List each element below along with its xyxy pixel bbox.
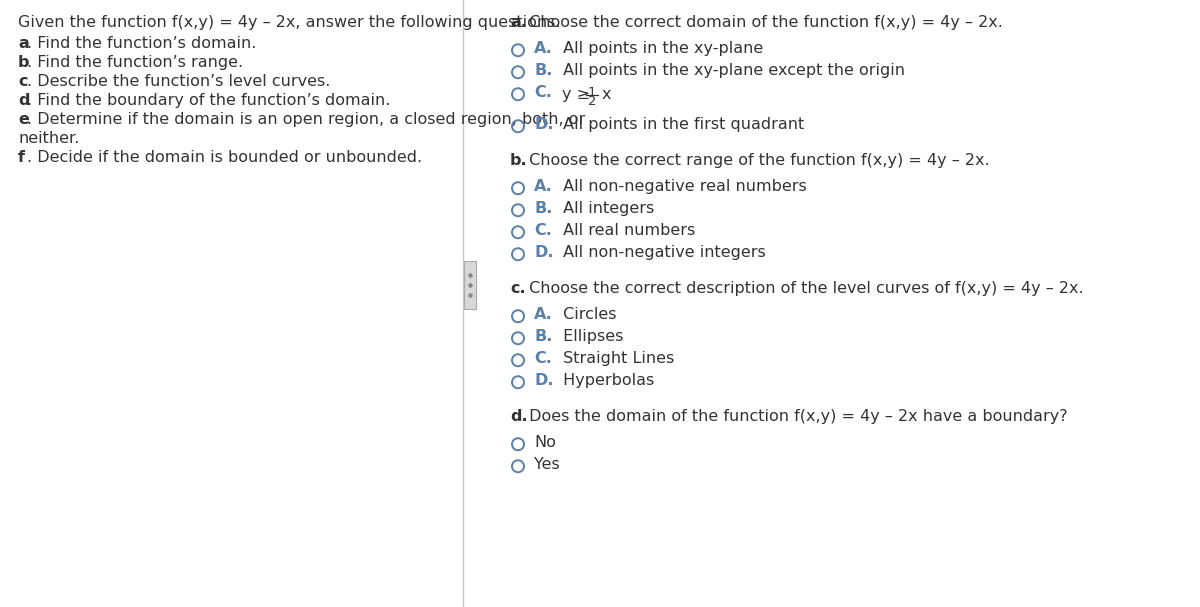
Text: D.: D. bbox=[534, 245, 553, 260]
Text: x: x bbox=[602, 87, 612, 102]
Text: . Describe the function’s level curves.: . Describe the function’s level curves. bbox=[28, 74, 330, 89]
Text: . Decide if the domain is bounded or unbounded.: . Decide if the domain is bounded or unb… bbox=[28, 150, 422, 165]
Text: a.: a. bbox=[510, 15, 527, 30]
Bar bbox=[464, 261, 476, 310]
Text: e: e bbox=[18, 112, 29, 127]
Text: B.: B. bbox=[534, 329, 552, 344]
Text: . Find the function’s domain.: . Find the function’s domain. bbox=[28, 36, 257, 51]
Text: All points in the xy-plane: All points in the xy-plane bbox=[558, 41, 763, 56]
Text: All integers: All integers bbox=[558, 201, 654, 216]
Text: neither.: neither. bbox=[18, 131, 79, 146]
Text: 1: 1 bbox=[588, 86, 596, 99]
Text: 2: 2 bbox=[588, 95, 596, 108]
Text: . Find the function’s range.: . Find the function’s range. bbox=[28, 55, 244, 70]
Text: A.: A. bbox=[534, 179, 553, 194]
Text: C.: C. bbox=[534, 223, 552, 238]
Text: Given the function f(x,y) = 4y – 2x, answer the following questions.: Given the function f(x,y) = 4y – 2x, ans… bbox=[18, 15, 560, 30]
Text: d: d bbox=[18, 93, 30, 108]
Text: All points in the xy-plane except the origin: All points in the xy-plane except the or… bbox=[558, 63, 905, 78]
Text: c.: c. bbox=[510, 281, 526, 296]
Text: Ellipses: Ellipses bbox=[558, 329, 623, 344]
Text: Does the domain of the function f(x,y) = 4y – 2x have a boundary?: Does the domain of the function f(x,y) =… bbox=[524, 409, 1068, 424]
Text: Choose the correct description of the level curves of f(x,y) = 4y – 2x.: Choose the correct description of the le… bbox=[524, 281, 1084, 296]
Text: b.: b. bbox=[510, 153, 528, 168]
Text: All non-negative integers: All non-negative integers bbox=[558, 245, 766, 260]
Text: . Determine if the domain is an open region, a closed region, both, or: . Determine if the domain is an open reg… bbox=[28, 112, 586, 127]
Text: Straight Lines: Straight Lines bbox=[558, 351, 674, 366]
Text: A.: A. bbox=[534, 307, 553, 322]
Text: A.: A. bbox=[534, 41, 553, 56]
Text: Yes: Yes bbox=[534, 457, 559, 472]
Text: d.: d. bbox=[510, 409, 528, 424]
Text: B.: B. bbox=[534, 63, 552, 78]
Text: All real numbers: All real numbers bbox=[558, 223, 695, 238]
Text: f: f bbox=[18, 150, 25, 165]
Text: y ≥: y ≥ bbox=[562, 87, 590, 102]
Text: b: b bbox=[18, 55, 30, 70]
Text: Choose the correct range of the function f(x,y) = 4y – 2x.: Choose the correct range of the function… bbox=[524, 153, 990, 168]
Text: . Find the boundary of the function’s domain.: . Find the boundary of the function’s do… bbox=[28, 93, 390, 108]
Text: Hyperbolas: Hyperbolas bbox=[558, 373, 654, 388]
Text: D.: D. bbox=[534, 373, 553, 388]
Text: D.: D. bbox=[534, 117, 553, 132]
Text: a: a bbox=[18, 36, 29, 51]
Text: Choose the correct domain of the function f(x,y) = 4y – 2x.: Choose the correct domain of the functio… bbox=[524, 15, 1003, 30]
Text: B.: B. bbox=[534, 201, 552, 216]
Text: Circles: Circles bbox=[558, 307, 617, 322]
Text: C.: C. bbox=[534, 85, 552, 100]
Text: All non-negative real numbers: All non-negative real numbers bbox=[558, 179, 806, 194]
Text: All points in the first quadrant: All points in the first quadrant bbox=[558, 117, 804, 132]
Text: c: c bbox=[18, 74, 28, 89]
Text: No: No bbox=[534, 435, 556, 450]
Text: C.: C. bbox=[534, 351, 552, 366]
